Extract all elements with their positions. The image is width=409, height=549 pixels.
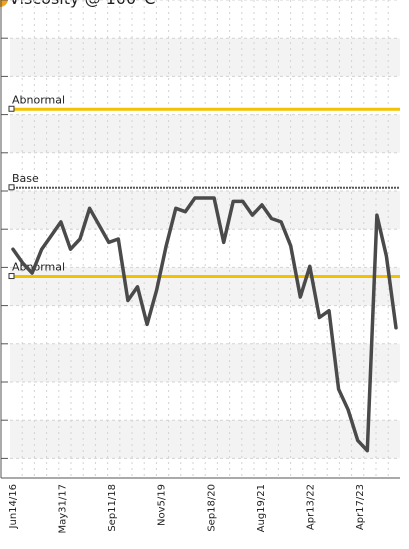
reference-line-marker xyxy=(8,105,15,112)
chart-title-badge-icon xyxy=(0,0,8,7)
x-tick-label: Jun14/16 xyxy=(8,484,19,529)
grid-band xyxy=(10,267,400,306)
reference-line-label: Abnormal xyxy=(12,261,65,274)
reference-line-label: Abnormal xyxy=(12,93,65,106)
x-tick-label: Apr13/22 xyxy=(305,484,316,530)
series-line xyxy=(11,196,398,453)
x-tick-label: Sep18/20 xyxy=(206,484,217,532)
reference-line-marker xyxy=(8,273,15,280)
grid-band xyxy=(10,38,400,77)
reference-line-label: Base xyxy=(12,172,39,185)
x-tick-label: Nov5/19 xyxy=(157,484,168,526)
x-tick-label: Apr17/23 xyxy=(355,484,366,530)
x-tick-label: Sep11/18 xyxy=(107,484,118,532)
reference-line-marker xyxy=(8,184,15,191)
chart-title: Viscosity @ 100°C xyxy=(9,0,155,8)
x-tick-label: May31/17 xyxy=(58,484,69,534)
x-tick-label: Aug19/21 xyxy=(256,484,267,532)
